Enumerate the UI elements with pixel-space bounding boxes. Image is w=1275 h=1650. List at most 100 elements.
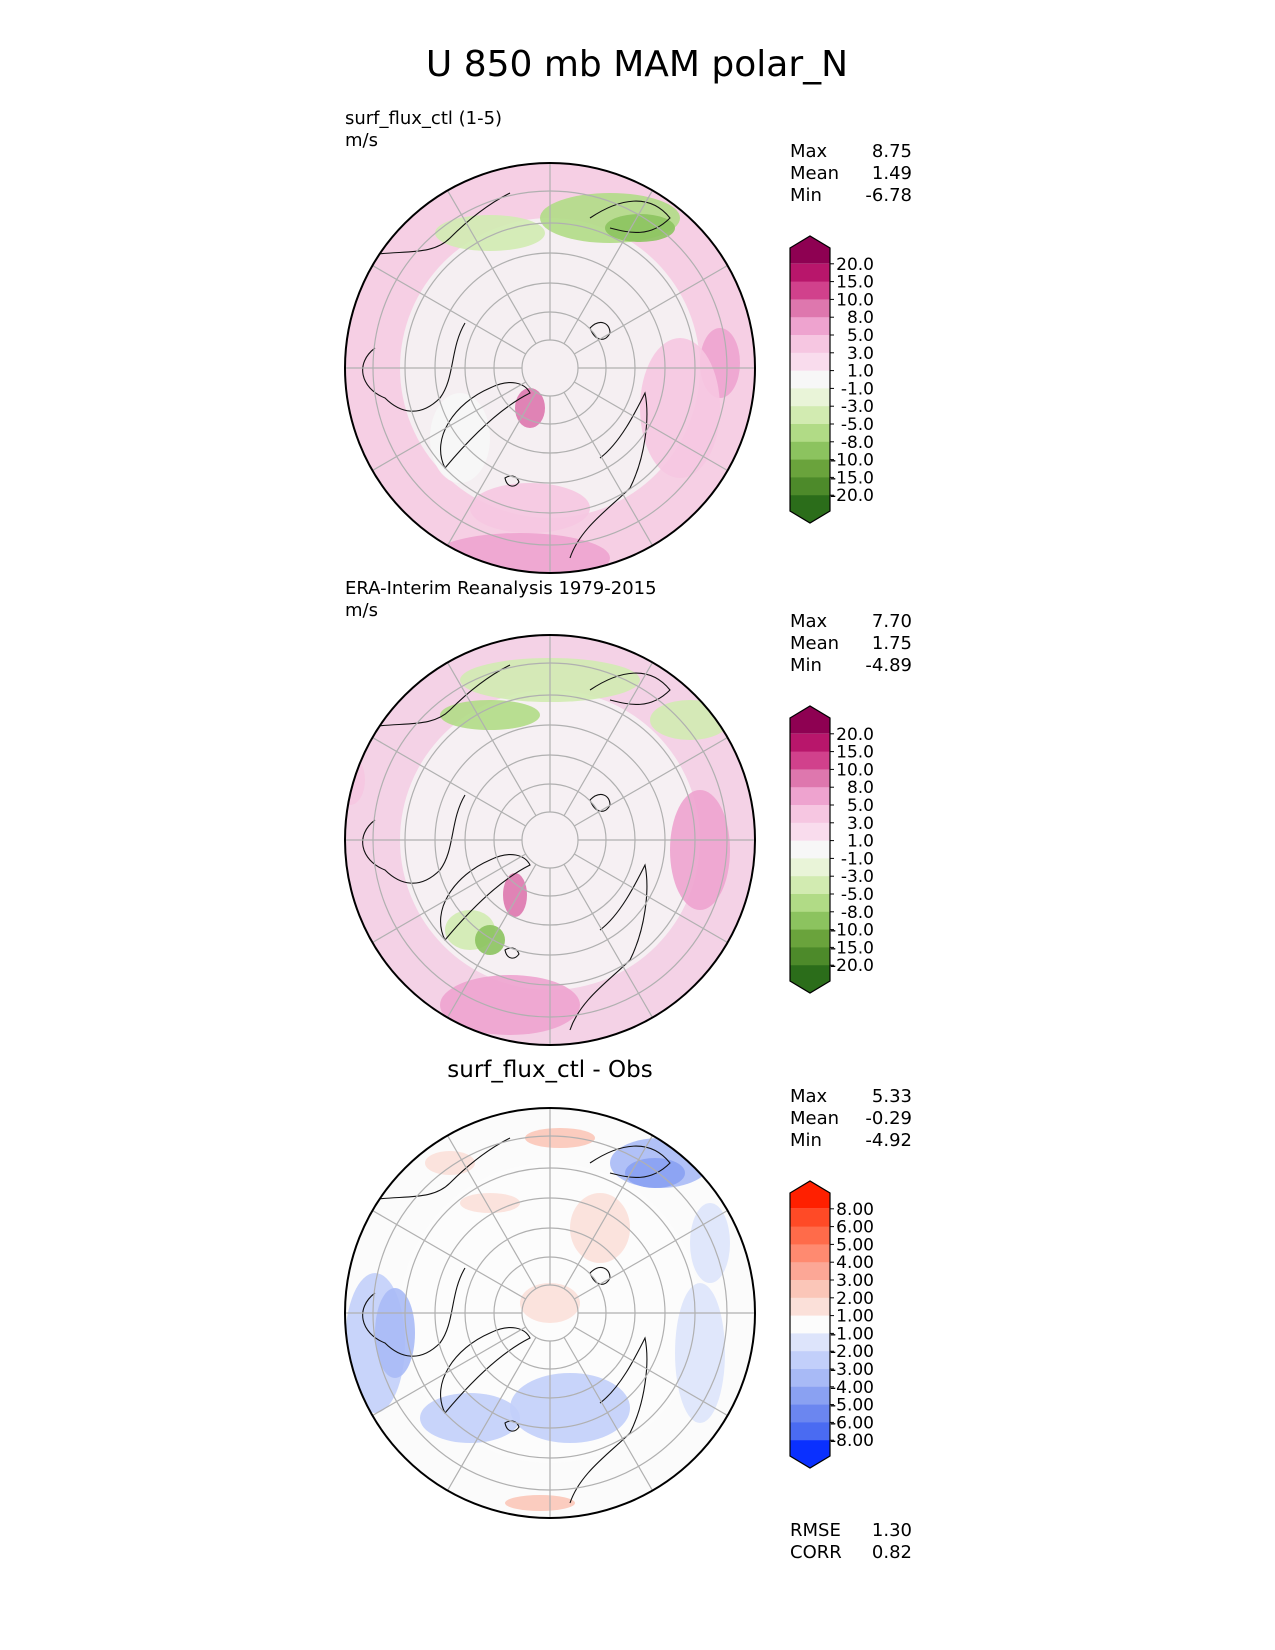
colorbar-tick-label: 8.0 [847,778,874,798]
stat-label: Mean [790,1108,839,1129]
field-contour [435,215,545,251]
colorbar-tick-label: -15.0 [830,938,874,958]
field-contour [520,1283,580,1323]
field-contour [525,1128,595,1148]
map-boundary [344,634,756,1046]
field-contour [440,975,580,1035]
colorbar-segment [790,1280,830,1299]
colorbar-extend-max [790,236,830,264]
colorbar: 8.006.005.004.003.002.001.00-1.00-2.00-3… [789,1180,874,1469]
colorbar-tick-label: 10.0 [836,290,874,310]
colorbar-segment [790,1244,830,1263]
canada-outline [362,322,466,412]
colorbar-segment [790,733,830,753]
scandinavia-outline [569,863,648,1031]
stat-label: Min [790,1130,822,1151]
meridian-line [446,662,537,817]
colorbar-segment [790,1262,830,1281]
panel-title: ERA-Interim Reanalysis 1979-2015 [345,578,657,599]
field-contour [640,338,720,478]
field-contour [420,1393,520,1443]
stat-value: 1.75 [872,633,912,654]
meridian-line [372,264,527,355]
stat-value: -4.89 [865,655,912,676]
colorbar-tick-label: 1.00 [836,1307,874,1327]
alaska-outline [349,1137,511,1204]
colorbar-tick-label: -4.00 [830,1378,874,1398]
colorbar-tick-label: 10.0 [836,760,874,780]
scandinavia-outline [569,391,648,559]
colorbar-segment [790,787,830,806]
colorbar-segment [790,388,830,407]
colorbar-segment [790,477,830,496]
colorbar-tick-label: 5.00 [836,1235,874,1255]
stat-label: Mean [790,633,839,654]
stat-value: 8.75 [872,141,912,162]
colorbar-tick-label: 5.0 [847,796,874,816]
colorbar-tick-label: -1.0 [841,849,874,869]
meridian-line [573,736,728,827]
colorbar-tick-label: -1.00 [830,1324,874,1344]
field-contour [670,790,730,910]
colorbar-segment [790,1208,830,1228]
field-contour [690,1203,730,1283]
colorbar-tick-label: 20.0 [836,725,874,745]
canada-outline [362,794,466,884]
colorbar-tick-label: -8.0 [841,903,874,923]
colorbar-tick-label: 4.00 [836,1253,874,1273]
colorbar-segment [790,876,830,895]
greenland-outline [440,1327,531,1414]
field-contour [675,1283,725,1423]
meridian-line [372,853,527,944]
colorbar: 20.015.010.08.05.03.01.0-1.0-3.0-5.0-8.0… [789,235,874,524]
colorbar-tick-label: -15.0 [830,468,874,488]
colorbar-segment [790,1386,830,1406]
colorbar-tick-label: -10.0 [830,451,874,471]
stat-value: 7.70 [872,611,912,632]
field-contour [515,388,545,428]
colorbar-tick-label: -1.0 [841,379,874,399]
panel-1: surf_flux_ctl (1-5)m/s Max 8.75 Mean 1.49 Min… [344,108,912,574]
colorbar-tick-label: 15.0 [836,743,874,763]
meridian-line [573,1209,728,1300]
field-contour [570,1193,630,1263]
panel-units: m/s [345,600,378,621]
colorbar-outline [789,235,831,524]
colorbar-tick-label: -6.00 [830,1413,874,1433]
colorbar-segment [790,1297,830,1317]
meridian-line [563,863,654,1018]
colorbar: 20.015.010.08.05.03.01.0-1.0-3.0-5.0-8.0… [789,705,874,994]
graticule [345,163,755,573]
map-boundary [344,1107,756,1519]
coastlines [349,1137,671,1504]
colorbar-tick-label: -20.0 [830,956,874,976]
stat-label: Max [790,141,828,162]
metric-value: 1.30 [872,1520,912,1541]
colorbar-segment [790,805,830,824]
meridian-line [446,1336,537,1491]
panel-units: m/s [345,130,378,151]
colorbar-tick-label: -3.0 [841,867,874,887]
field-contour [625,1158,685,1188]
field-contour [460,1193,520,1213]
meridian-line [573,1326,728,1417]
colorbar-segment [790,335,830,354]
colorbar-outline [789,1180,831,1469]
meridian-line [563,190,654,345]
colorbar-tick-label: 8.00 [836,1200,874,1220]
colorbar-tick-label: -8.0 [841,433,874,453]
meridian-line [563,1336,654,1491]
colorbar-segment [790,352,830,372]
graticule [345,635,755,1045]
colorbar-segment [790,822,830,842]
meridian-line [573,853,728,944]
colorbar-tick-label: 1.0 [847,832,874,852]
colorbar-segment [790,406,830,425]
colorbar-segment [790,858,830,877]
stat-value: -4.92 [865,1130,912,1151]
colorbar-tick-label: 6.00 [836,1218,874,1238]
colorbar-segment [790,299,830,318]
coastlines [349,664,671,1031]
stat-value: 1.49 [872,163,912,184]
